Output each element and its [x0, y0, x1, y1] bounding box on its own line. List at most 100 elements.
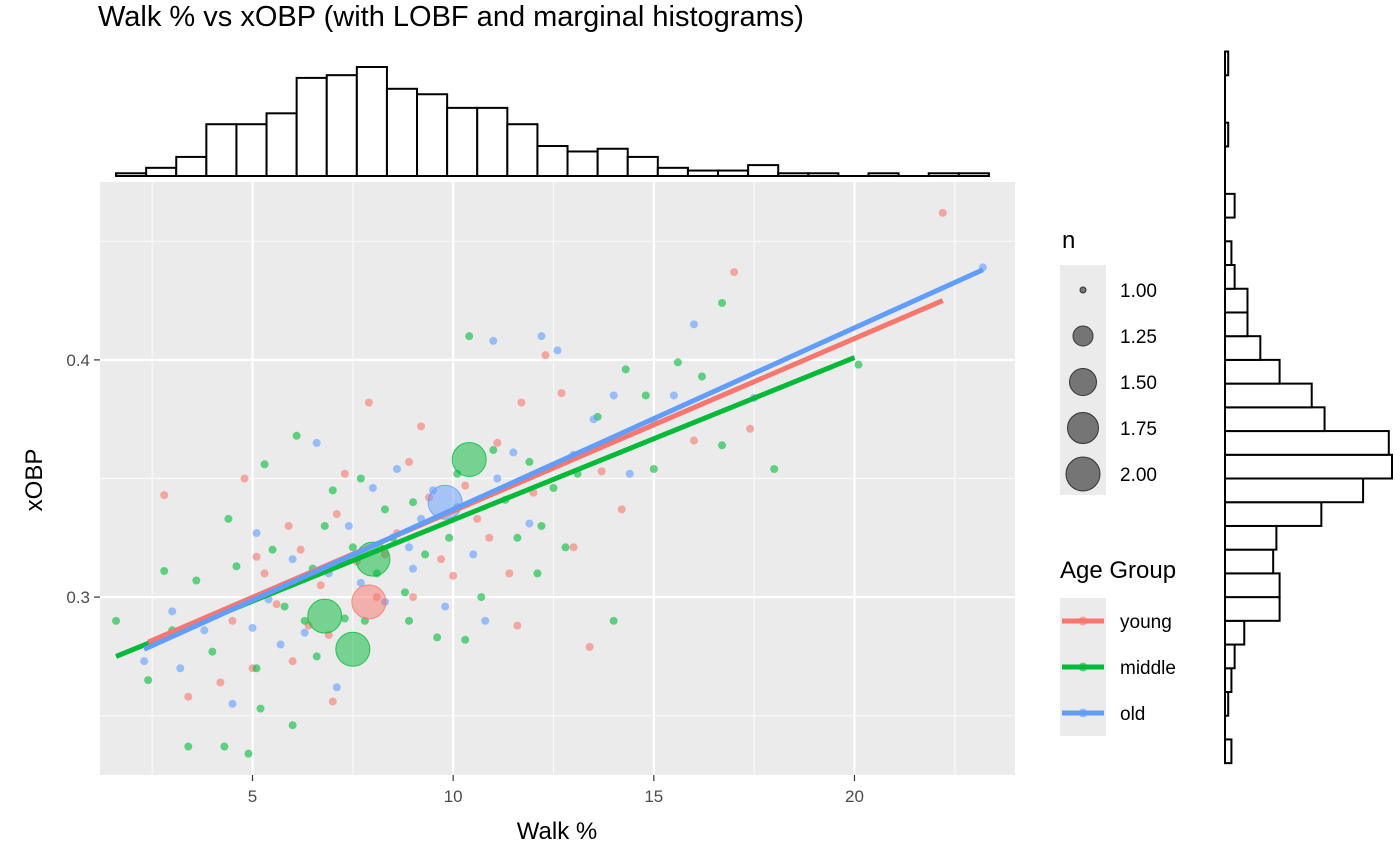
data-point-old [689, 320, 698, 329]
data-point-large-middle [307, 598, 343, 634]
data-point-middle [256, 704, 265, 713]
data-point-young [746, 424, 755, 433]
y-histogram-bar [1224, 430, 1390, 456]
data-point-middle [697, 372, 706, 381]
size-legend-title: n [1062, 227, 1075, 254]
color-legend: Age Group young middle old [1060, 557, 1176, 736]
data-point-old [441, 602, 450, 611]
x-histogram-bar [717, 169, 750, 178]
y-histogram-bar [1224, 382, 1313, 409]
data-point-young [485, 533, 494, 542]
data-point-large-middle [451, 442, 487, 478]
data-point-middle [112, 616, 121, 625]
data-point-middle [421, 550, 430, 559]
data-point-old [300, 628, 309, 637]
size-legend-label: 1.00 [1120, 281, 1157, 302]
data-point-middle [465, 332, 474, 341]
data-point-old [288, 555, 297, 564]
color-legend-label: young [1120, 612, 1172, 633]
data-point-middle [561, 543, 570, 552]
data-point-young [160, 491, 169, 500]
data-point-middle [854, 360, 863, 369]
y-marginal-histogram [1224, 50, 1393, 765]
size-legend-key [1079, 286, 1087, 294]
x-histogram-bar [175, 155, 208, 178]
data-point-old [228, 699, 237, 708]
data-point-middle [348, 543, 357, 552]
y-histogram-bar [1224, 121, 1230, 148]
data-point-middle [144, 676, 153, 685]
data-point-middle [300, 616, 309, 625]
data-point-old [276, 640, 285, 649]
data-point-young [585, 642, 594, 651]
data-point-middle [433, 633, 442, 642]
data-point-young [288, 657, 297, 666]
x-histogram-bar [927, 172, 960, 177]
data-point-young [437, 555, 446, 564]
data-point-old [481, 616, 490, 625]
x-histogram-bar [265, 112, 298, 177]
data-point-young [296, 545, 305, 554]
data-point-middle [525, 457, 534, 466]
data-point-middle [268, 545, 277, 554]
data-point-young [617, 505, 626, 514]
data-point-old [493, 474, 502, 483]
data-point-middle [320, 521, 329, 530]
x-axis-title: Walk % [517, 818, 597, 845]
data-point-middle [445, 533, 454, 542]
data-point-young [252, 552, 261, 561]
data-point-middle [649, 465, 658, 474]
data-point-old [537, 332, 546, 341]
x-histogram-bar [686, 169, 720, 178]
data-point-old [368, 483, 377, 492]
data-point-young [332, 510, 341, 519]
data-point-middle [621, 365, 630, 374]
x-marginal-histogram [115, 66, 990, 178]
lobf-line-old [143, 267, 984, 652]
y-histogram-bar [1224, 192, 1236, 219]
data-point-old [509, 448, 518, 457]
x-histogram-bar [777, 172, 810, 177]
data-point-middle [220, 742, 229, 751]
x-histogram-bar [536, 145, 569, 177]
data-point-middle [184, 742, 193, 751]
color-legend-title: Age Group [1060, 557, 1176, 584]
data-point-middle [160, 567, 169, 576]
data-point-old [356, 578, 365, 587]
size-legend-key [1065, 456, 1101, 492]
y-histogram-bar [1224, 50, 1230, 77]
x-histogram-bar [626, 155, 659, 178]
data-point-middle [208, 647, 217, 656]
x-histogram-bar [476, 106, 509, 177]
size-legend-label: 2.00 [1120, 465, 1157, 486]
color-legend-point-middle [1078, 662, 1088, 672]
data-point-middle [340, 614, 349, 623]
y-histogram-bar [1224, 572, 1281, 599]
y-histogram-bar [1224, 619, 1246, 646]
y-histogram-bar [1224, 643, 1236, 670]
x-histogram-bar [867, 172, 900, 177]
x-histogram-bar [807, 172, 840, 177]
x-histogram-bar [355, 66, 388, 177]
data-point-old [469, 550, 478, 559]
y-histogram-bar [1224, 524, 1278, 551]
y-histogram-bar [1224, 264, 1236, 290]
data-point-young [517, 398, 526, 407]
data-point-middle [232, 562, 241, 571]
data-point-young [473, 514, 482, 523]
data-point-old [489, 336, 498, 345]
x-histogram-bar [446, 106, 479, 177]
size-legend-key [1067, 412, 1099, 444]
data-point-middle [718, 441, 727, 450]
y-histogram-bar [1224, 240, 1233, 267]
size-legend-key [1069, 368, 1097, 396]
data-point-young [461, 481, 470, 490]
y-histogram-bar [1224, 501, 1323, 527]
data-point-old [405, 543, 414, 552]
data-point-young [228, 616, 237, 625]
data-point-middle [380, 505, 389, 514]
data-point-young [597, 467, 606, 476]
data-point-middle [641, 391, 650, 400]
data-point-middle [312, 652, 321, 661]
